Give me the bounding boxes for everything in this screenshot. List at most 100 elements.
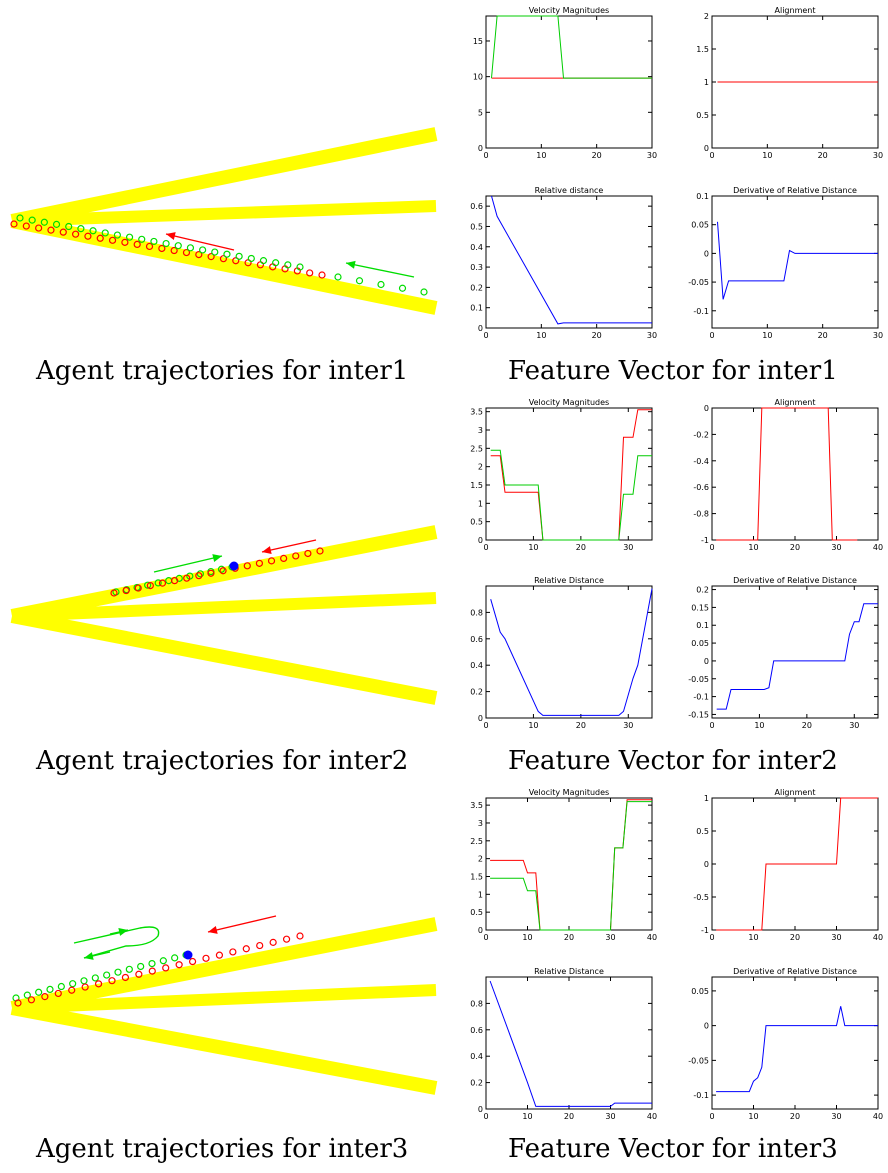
y-tick-label: 0	[704, 144, 709, 153]
y-tick-label: 0.6	[470, 202, 483, 211]
plot-velocity-inter1: Velocity Magnitudes 0 10 20 30 0 5 10 15	[452, 4, 662, 174]
agent-position-marker	[54, 989, 62, 998]
chart-title: Velocity Magnitudes	[529, 6, 609, 15]
agent-position-marker	[46, 985, 54, 994]
x-tick-label: 0	[483, 151, 488, 160]
agent-position-marker	[195, 572, 203, 580]
y-tick-label: 2	[704, 12, 709, 21]
chart-svg: Alignment 0 10 20 30 40 -1 -0.5 0 0.5 1	[693, 788, 883, 942]
y-tick-label: 0.05	[691, 639, 709, 648]
agent-position-marker	[134, 584, 142, 592]
plot-frame	[485, 976, 653, 1110]
agent-position-marker	[144, 581, 152, 589]
chart-title: Alignment	[775, 398, 816, 407]
x-tick-label: 0	[709, 933, 714, 942]
agent-position-marker	[89, 227, 97, 235]
agent-position-marker	[272, 259, 280, 267]
direction-arrow-head	[208, 926, 218, 934]
y-tick-label: 0.3	[470, 263, 483, 272]
x-tick-label: 40	[647, 1112, 657, 1121]
direction-arrow-shaft	[165, 233, 235, 251]
agent-position-marker	[125, 965, 133, 973]
x-tick-label: 10	[536, 151, 546, 160]
road-segment	[10, 127, 438, 228]
x-tick-label: 10	[762, 331, 772, 340]
x-tick-label: 10	[528, 543, 538, 552]
series-line	[489, 980, 652, 1107]
agent-position-marker	[108, 977, 116, 985]
plot-reldist-inter1: Relative distance 0 10 20 30 0 0.1 0.2 0.3 0.4 0.5…	[452, 184, 662, 354]
feature-caption-inter3: Feature Vector for inter3	[508, 1134, 838, 1164]
road-segment	[10, 1001, 438, 1095]
trajectory-caption-inter3: Agent trajectories for inter3	[36, 1134, 409, 1164]
y-tick-label: 1.5	[470, 481, 483, 490]
plot-derivative-inter2: Derivative of Relative Distance 0 10 20 30 -0…	[678, 574, 888, 744]
y-tick-label: 0.1	[696, 192, 709, 201]
agent-position-marker	[22, 222, 30, 230]
x-tick-label: 10	[754, 721, 764, 730]
agent-position-marker	[57, 982, 65, 991]
y-tick-label: -0.2	[693, 430, 709, 439]
trajectory-scene-inter1	[10, 127, 438, 315]
series-line	[491, 15, 652, 79]
y-tick-label: 0	[478, 714, 483, 723]
agent-position-marker	[108, 236, 117, 244]
y-tick-label: -0.1	[693, 1091, 709, 1100]
trajectory-caption-inter1: Agent trajectories for inter1	[36, 356, 409, 386]
agent-position-marker	[170, 577, 179, 585]
x-tick-label: 20	[592, 151, 602, 160]
y-tick-label: 1	[704, 794, 709, 803]
direction-arrow-shaft	[345, 262, 415, 278]
x-tick-label: 20	[576, 543, 586, 552]
agent-position-marker	[170, 246, 178, 255]
y-tick-label: 2.5	[470, 837, 483, 846]
chart-title: Relative distance	[535, 186, 604, 195]
agent-position-marker	[269, 938, 277, 946]
y-tick-label: 0	[478, 144, 483, 153]
agent-position-marker	[219, 567, 227, 575]
direction-arrow-shaft	[261, 539, 317, 553]
agent-position-marker	[296, 932, 304, 940]
x-tick-label: 10	[522, 1112, 532, 1121]
feature-caption-inter2: Feature Vector for inter2	[508, 746, 838, 776]
y-tick-label: 1	[704, 78, 709, 87]
y-tick-label: 10	[473, 73, 483, 82]
chart-svg: Velocity Magnitudes 0 10 20 30 0 5 10 15	[473, 6, 657, 160]
agent-position-marker	[96, 234, 104, 242]
series-line	[490, 799, 652, 931]
chart-title: Derivative of Relative Distance	[733, 967, 857, 976]
trajectory-scene-inter3	[10, 915, 438, 1095]
y-tick-label: 0.8	[470, 999, 483, 1008]
agent-position-marker	[35, 988, 43, 996]
direction-arrow-head	[84, 952, 94, 960]
x-tick-label: 40	[873, 933, 883, 942]
series-line	[717, 221, 878, 300]
agent-position-marker	[138, 235, 146, 243]
y-tick-label: 0.2	[470, 1079, 483, 1088]
y-tick-label: 0.2	[470, 283, 483, 292]
agent-position-marker	[256, 941, 264, 950]
agent-position-marker	[125, 233, 134, 241]
y-tick-label: 0	[478, 1105, 483, 1114]
road-segment	[10, 917, 438, 1015]
chart-title: Alignment	[775, 788, 816, 797]
y-tick-label: -0.5	[693, 893, 709, 902]
chart-title: Alignment	[775, 6, 816, 15]
x-tick-label: 20	[592, 331, 602, 340]
agent-position-marker	[183, 574, 191, 582]
x-tick-label: 30	[623, 543, 633, 552]
agent2-turn-path	[73, 926, 160, 959]
y-tick-label: 0.8	[470, 608, 483, 617]
plot-alignment-inter2: Alignment 0 10 20 30 40 -1 -0.8 -0.6 -0.4 -0.2 0	[678, 396, 888, 566]
plot-velocity-inter2: Velocity Magnitudes 0 10 20 30 0 0.5 1 1.5 2 2.5 3 3…	[452, 396, 662, 566]
plot-derivative-inter3: Derivative of Relative Distance 0 10 20 30 40…	[678, 965, 888, 1135]
agent-position-marker	[398, 284, 407, 292]
x-tick-label: 10	[748, 1112, 758, 1121]
plot-frame	[485, 585, 653, 719]
series-line	[491, 195, 652, 325]
road-segment	[10, 609, 438, 705]
x-tick-label: 0	[709, 331, 714, 340]
agent-position-marker	[14, 999, 22, 1007]
agent-position-marker	[284, 261, 292, 269]
agent-position-marker	[113, 231, 121, 239]
